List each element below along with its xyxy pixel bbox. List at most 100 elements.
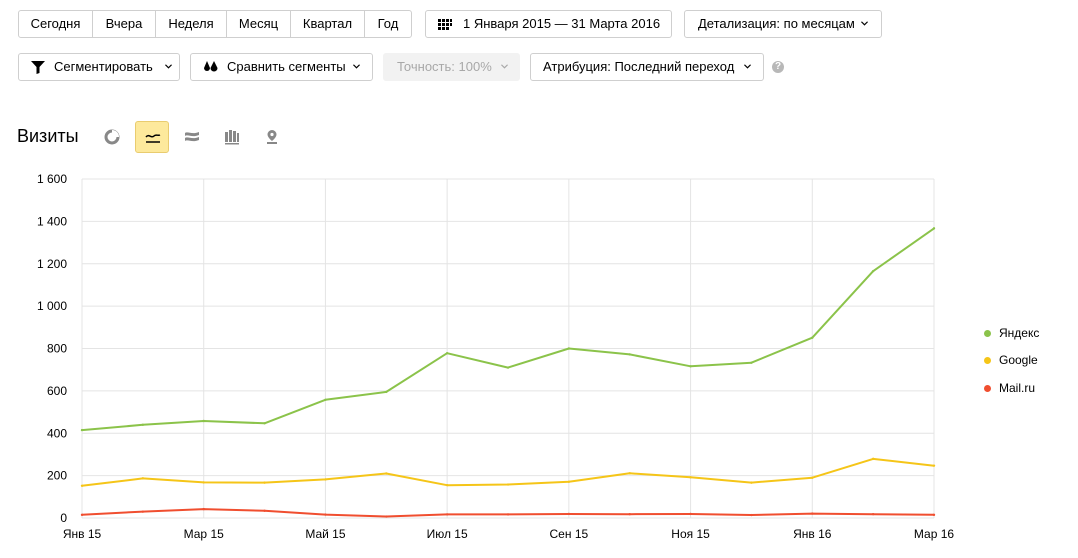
area-chart-icon bbox=[185, 132, 199, 142]
detail-dropdown[interactable]: Детализация: по месяцам bbox=[684, 10, 882, 38]
area-chart-view-button[interactable] bbox=[175, 121, 209, 153]
data-point[interactable] bbox=[263, 509, 266, 512]
data-point[interactable] bbox=[567, 512, 571, 516]
help-icon[interactable]: ? bbox=[772, 61, 784, 73]
y-tick-label: 0 bbox=[60, 511, 67, 525]
data-point[interactable] bbox=[202, 481, 205, 484]
data-point[interactable] bbox=[385, 390, 388, 394]
y-tick-label: 800 bbox=[47, 342, 67, 356]
data-point[interactable] bbox=[141, 477, 145, 480]
series-line[interactable] bbox=[81, 227, 935, 432]
data-point[interactable] bbox=[871, 457, 875, 461]
legend-label: Google bbox=[999, 353, 1038, 367]
y-tick-label: 1 200 bbox=[37, 257, 67, 271]
data-point[interactable] bbox=[811, 476, 814, 479]
data-point[interactable] bbox=[567, 480, 571, 483]
data-point[interactable] bbox=[80, 484, 84, 487]
compare-label: Сравнить сегменты bbox=[227, 59, 346, 74]
data-point[interactable] bbox=[932, 464, 936, 467]
x-tick-label: Мар 16 bbox=[914, 527, 954, 541]
period-today-button[interactable]: Сегодня bbox=[18, 10, 93, 38]
data-point[interactable] bbox=[324, 513, 327, 516]
compare-segments-button[interactable]: Сравнить сегменты bbox=[190, 53, 373, 81]
date-range-label: 1 Января 2015 — 31 Марта 2016 bbox=[463, 16, 661, 31]
data-point[interactable] bbox=[385, 472, 388, 475]
data-point[interactable] bbox=[811, 512, 814, 515]
x-tick-label: Июл 15 bbox=[427, 527, 468, 541]
data-point[interactable] bbox=[324, 398, 327, 401]
attribution-dropdown[interactable]: Атрибуция: Последний переход bbox=[530, 53, 764, 81]
data-point[interactable] bbox=[689, 512, 692, 516]
y-tick-label: 400 bbox=[47, 426, 67, 440]
data-point[interactable] bbox=[811, 336, 814, 339]
data-point[interactable] bbox=[506, 366, 510, 369]
map-view-button[interactable] bbox=[255, 121, 289, 153]
y-tick-label: 1 400 bbox=[37, 214, 67, 228]
data-point[interactable] bbox=[445, 483, 449, 487]
data-point[interactable] bbox=[506, 513, 510, 516]
data-point[interactable] bbox=[689, 365, 692, 368]
data-point[interactable] bbox=[263, 422, 266, 425]
segment-button[interactable]: Сегментировать bbox=[18, 53, 180, 81]
data-point[interactable] bbox=[567, 347, 571, 350]
period-quarter-button[interactable]: Квартал bbox=[290, 10, 365, 38]
legend-item-yandex[interactable]: Яндекс bbox=[984, 326, 1064, 342]
data-point[interactable] bbox=[628, 472, 631, 475]
period-week-button[interactable]: Неделя bbox=[155, 10, 227, 38]
data-point[interactable] bbox=[932, 513, 936, 517]
chevron-down-icon bbox=[744, 64, 751, 69]
data-point[interactable] bbox=[385, 515, 388, 518]
data-point[interactable] bbox=[750, 481, 753, 484]
legend-dot bbox=[984, 357, 991, 364]
x-tick-label: Янв 16 bbox=[793, 527, 832, 541]
data-point[interactable] bbox=[932, 227, 936, 230]
data-point[interactable] bbox=[506, 483, 510, 486]
period-selector: Сегодня Вчера Неделя Месяц Квартал Год bbox=[18, 10, 412, 38]
date-range-button[interactable]: 1 Января 2015 — 31 Марта 2016 bbox=[425, 10, 672, 38]
pie-chart-view-button[interactable] bbox=[95, 121, 129, 153]
data-point[interactable] bbox=[80, 428, 84, 432]
period-yesterday-button[interactable]: Вчера bbox=[92, 10, 156, 38]
accuracy-dropdown[interactable]: Точность: 100% bbox=[383, 53, 520, 81]
line-chart-icon bbox=[145, 134, 161, 143]
data-point[interactable] bbox=[445, 513, 449, 516]
line-chart-view-button[interactable] bbox=[135, 121, 169, 153]
data-point[interactable] bbox=[628, 512, 631, 516]
report-title: Визиты bbox=[17, 126, 79, 146]
data-point[interactable] bbox=[689, 476, 692, 479]
x-tick-label: Май 15 bbox=[305, 527, 346, 541]
data-point[interactable] bbox=[750, 513, 753, 517]
y-tick-label: 600 bbox=[47, 384, 67, 398]
detail-label: Детализация: по месяцам bbox=[698, 16, 855, 31]
data-point[interactable] bbox=[750, 361, 753, 364]
period-year-button[interactable]: Год bbox=[364, 10, 412, 38]
data-point[interactable] bbox=[202, 507, 205, 511]
legend-dot bbox=[984, 330, 991, 337]
calendar-icon bbox=[438, 19, 452, 30]
map-icon bbox=[267, 130, 277, 144]
chevron-down-icon bbox=[501, 64, 508, 69]
data-point[interactable] bbox=[80, 513, 84, 517]
data-point[interactable] bbox=[628, 353, 631, 356]
y-tick-label: 1 000 bbox=[37, 299, 67, 313]
filter-icon bbox=[31, 61, 45, 74]
legend-item-google[interactable]: Google bbox=[984, 353, 1064, 369]
data-point[interactable] bbox=[263, 481, 266, 484]
series-line[interactable] bbox=[81, 457, 935, 487]
data-point[interactable] bbox=[202, 419, 205, 423]
segment-label: Сегментировать bbox=[54, 59, 153, 74]
data-point[interactable] bbox=[445, 351, 449, 355]
bar-chart-view-button[interactable] bbox=[215, 121, 249, 153]
legend-item-mailru[interactable]: Mail.ru bbox=[984, 381, 1064, 397]
data-point[interactable] bbox=[141, 510, 145, 513]
legend-label: Mail.ru bbox=[999, 381, 1036, 395]
x-tick-label: Мар 15 bbox=[184, 527, 224, 541]
data-point[interactable] bbox=[141, 423, 145, 426]
period-month-button[interactable]: Месяц bbox=[226, 10, 291, 38]
data-point[interactable] bbox=[871, 269, 875, 273]
chevron-down-icon bbox=[165, 64, 172, 69]
x-tick-label: Ноя 15 bbox=[671, 527, 710, 541]
data-point[interactable] bbox=[324, 478, 327, 481]
data-point[interactable] bbox=[871, 512, 875, 516]
visits-line-chart: 0 200 400 600 800 1 000 1 200 1 400 1 600 Янв 15 М… bbox=[37, 172, 954, 541]
